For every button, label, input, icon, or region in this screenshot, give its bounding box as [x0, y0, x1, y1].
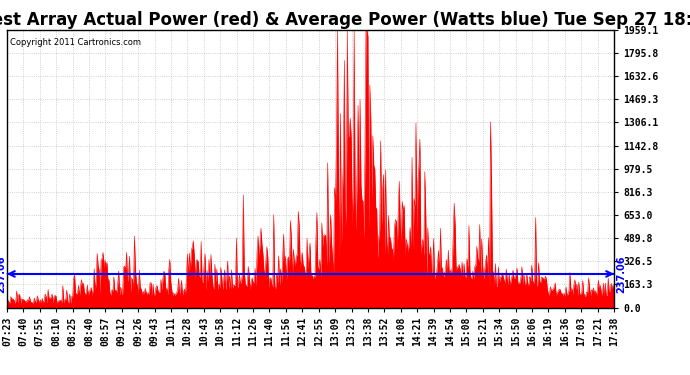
- Text: Copyright 2011 Cartronics.com: Copyright 2011 Cartronics.com: [10, 38, 141, 47]
- Text: West Array Actual Power (red) & Average Power (Watts blue) Tue Sep 27 18:15: West Array Actual Power (red) & Average …: [0, 11, 690, 29]
- Text: 237.06: 237.06: [616, 255, 626, 292]
- Text: 237.06: 237.06: [0, 255, 6, 292]
